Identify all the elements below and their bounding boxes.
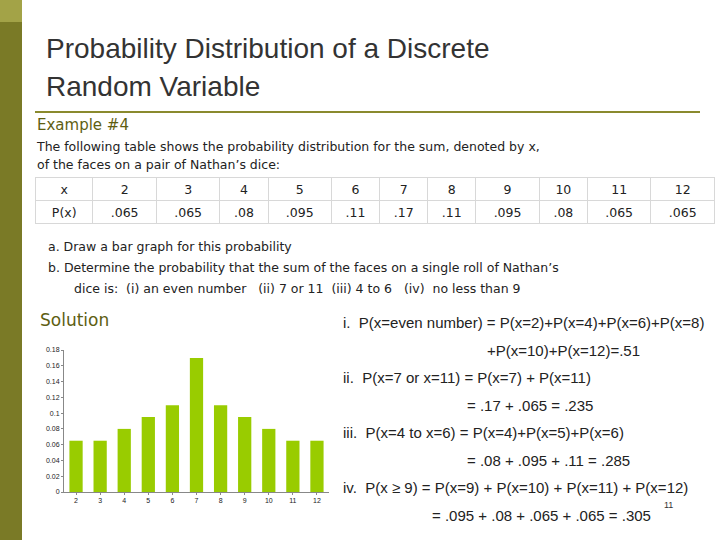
svg-text:2: 2 [74, 497, 78, 504]
svg-text:0.04: 0.04 [46, 457, 60, 464]
svg-text:0.18: 0.18 [46, 346, 60, 353]
html-text:iv. P(x ≥ 9) = P(x=9) + P(x=10: iv. P(x ≥ 9) = P(x=9) + P(x=10) + P(x=11… [343, 479, 689, 496]
html-text:12: 12 [674, 181, 691, 197]
html-text:11: 11 [664, 500, 674, 510]
html-text:.095: .095 [285, 204, 314, 220]
html-text:Example #4: Example #4 [37, 116, 129, 134]
html-text:Solution: Solution [40, 310, 110, 330]
html-text:7: 7 [399, 181, 408, 197]
html-text:9: 9 [503, 181, 512, 197]
svg-text:11: 11 [289, 497, 296, 504]
svg-text:3: 3 [98, 497, 102, 504]
svg-text:7: 7 [195, 497, 199, 504]
html-text:6: 6 [351, 181, 360, 197]
svg-text:0.14: 0.14 [46, 378, 60, 385]
html-text:.095: .095 [493, 204, 522, 220]
svg-text:0.08: 0.08 [46, 425, 60, 432]
svg-text:0.06: 0.06 [46, 441, 60, 448]
html-text:= .095 + .08 + .065 + .065 = .: = .095 + .08 + .065 + .065 = .305 [432, 506, 651, 524]
html-text:8: 8 [447, 181, 456, 197]
html-text:Random Variable: Random Variable [46, 71, 261, 102]
html-text:.11: .11 [441, 204, 462, 220]
svg-text:0.02: 0.02 [46, 473, 60, 480]
html-text:dice is: (i) an even number (i: dice is: (i) an even number (ii) 7 or 11… [74, 281, 521, 296]
svg-text:10: 10 [265, 497, 273, 504]
html-text:The following table shows the: The following table shows the probabilit… [37, 139, 540, 154]
html-text:3: 3 [184, 181, 193, 197]
html-text:.065: .065 [668, 204, 697, 220]
svg-text:0.1: 0.1 [50, 410, 60, 417]
html-text:x: x [60, 181, 68, 197]
html-text:11: 11 [611, 181, 628, 197]
html-text:of the faces on a pair of Nath: of the faces on a pair of Nathan’s dice: [37, 157, 281, 172]
html-text:.065: .065 [110, 204, 139, 220]
html-text:10: 10 [555, 181, 572, 197]
html-text:i. P(x=even number) = P(x=2)+P: i. P(x=even number) = P(x=2)+P(x=4)+P(x=… [343, 314, 705, 331]
html-text:ii. P(x=7 or x=11) = P(x=7) +: ii. P(x=7 or x=11) = P(x=7) + P(x=11) [343, 369, 591, 386]
html-text:b. Determine the probability t: b. Determine the probability that the su… [48, 260, 559, 275]
html-text:+P(x=10)+P(x=12)=.51: +P(x=10)+P(x=12)=.51 [487, 341, 640, 359]
html-text:.065: .065 [174, 204, 203, 220]
svg-text:0.12: 0.12 [46, 394, 60, 401]
html-text:= .08 + .095 + .11 = .285: = .08 + .095 + .11 = .285 [467, 451, 631, 469]
html-text:.08: .08 [234, 204, 254, 220]
html-text:4: 4 [240, 181, 248, 197]
html-text:.065: .065 [605, 204, 634, 220]
html-text:a. Draw a bar graph for this p: a. Draw a bar graph for this probability [48, 239, 292, 254]
html-text:.17: .17 [393, 204, 414, 220]
svg-text:9: 9 [243, 497, 247, 504]
html-text:2: 2 [120, 181, 129, 197]
svg-text:4: 4 [122, 497, 126, 504]
html-text:.08: .08 [553, 204, 574, 220]
svg-text:5: 5 [146, 497, 150, 504]
html-text:= .17 + .065 = .235: = .17 + .065 = .235 [467, 396, 594, 414]
html-text:P(x): P(x) [51, 204, 77, 220]
svg-text:12: 12 [313, 497, 321, 504]
svg-text:0: 0 [56, 488, 60, 495]
html-text:iii. P(x=4 to x=6) = P(x=4)+P(: iii. P(x=4 to x=6) = P(x=4)+P(x=5)+P(x=6… [343, 424, 624, 441]
html-text:5: 5 [295, 181, 304, 197]
svg-text:8: 8 [219, 497, 223, 504]
svg-text:6: 6 [170, 497, 174, 504]
svg-text:0.16: 0.16 [46, 362, 60, 369]
html-text:.11: .11 [345, 204, 366, 220]
html-text:Probability Distribution of a: Probability Distribution of a Discrete [46, 33, 490, 64]
